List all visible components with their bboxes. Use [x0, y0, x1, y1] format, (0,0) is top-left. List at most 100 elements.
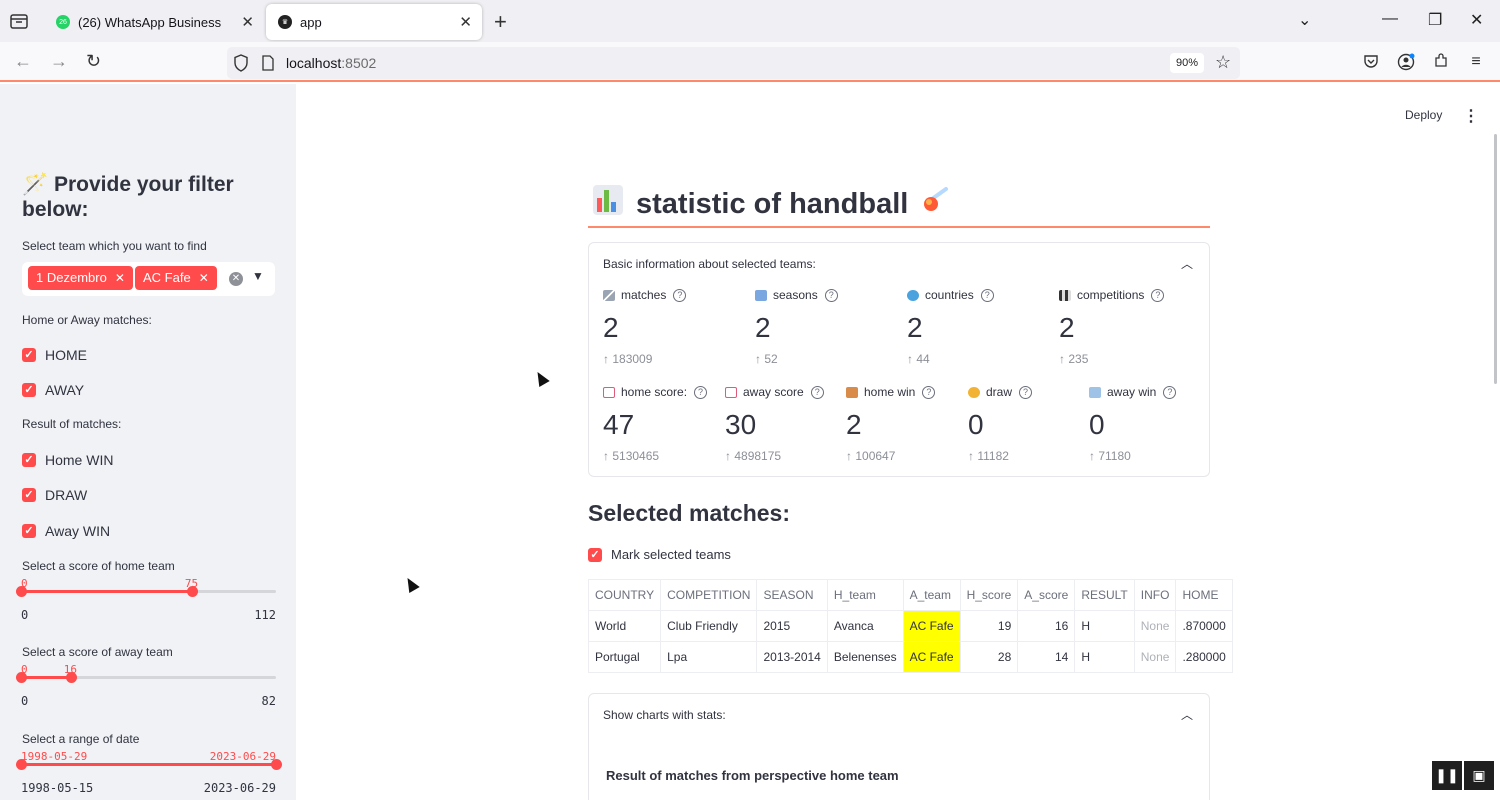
home-checkbox[interactable]: ✓ HOME — [22, 347, 87, 363]
pause-icon[interactable]: ❚❚ — [1432, 761, 1462, 790]
table-cell[interactable]: .280000 — [1175, 641, 1233, 673]
column-header[interactable]: H_team — [826, 579, 904, 611]
close-tab-icon[interactable]: ✕ — [241, 14, 254, 31]
home-score-slider[interactable]: 0 75 0 112 — [16, 577, 276, 622]
table-cell[interactable]: Club Friendly — [660, 610, 758, 642]
zoom-level[interactable]: 90% — [1170, 53, 1205, 73]
table-cell[interactable]: 16 — [1017, 610, 1076, 642]
away-checkbox[interactable]: ✓ AWAY — [22, 382, 84, 398]
page-scrollbar[interactable] — [1494, 134, 1497, 384]
table-cell[interactable]: H — [1074, 641, 1135, 673]
forward-icon[interactable]: → — [50, 51, 68, 71]
table-cell[interactable]: 28 — [959, 641, 1019, 673]
column-header[interactable]: COUNTRY — [587, 579, 662, 611]
table-cell[interactable]: Portugal — [587, 641, 662, 673]
table-cell[interactable]: 2013-2014 — [756, 641, 828, 673]
mark-selected-checkbox[interactable]: ✓ Mark selected teams — [588, 547, 731, 562]
slider-low-handle[interactable] — [16, 586, 27, 597]
back-icon[interactable]: ← — [14, 51, 32, 71]
away-win-checkbox[interactable]: ✓ Away WIN — [22, 523, 110, 539]
table-cell[interactable]: Avanca — [826, 610, 904, 642]
restore-icon[interactable]: ❐ — [1428, 12, 1443, 29]
remove-chip-icon[interactable]: ✕ — [198, 271, 209, 285]
help-icon[interactable]: ? — [694, 385, 708, 399]
shield-icon[interactable] — [233, 54, 249, 77]
checkbox-checked-icon[interactable]: ✓ — [588, 547, 602, 562]
table-row[interactable]: Portugal Lpa 2013-2014 Belenenses AC Fafe 28 1… — [587, 641, 1233, 673]
minimize-icon[interactable]: — — [1382, 10, 1398, 27]
main-menu-icon[interactable]: ⋮ — [1463, 108, 1479, 125]
help-icon[interactable]: ? — [1163, 385, 1177, 399]
slider-low-handle[interactable] — [16, 672, 27, 683]
checkbox-checked-icon[interactable]: ✓ — [22, 383, 36, 397]
table-cell[interactable]: 19 — [959, 610, 1019, 642]
url-text[interactable]: localhost:8502 — [286, 55, 377, 71]
table-row[interactable]: World Club Friendly 2015 Avanca AC Fafe 19 16 H… — [587, 610, 1233, 642]
page-icon[interactable] — [261, 55, 275, 76]
checkbox-checked-icon[interactable]: ✓ — [22, 488, 36, 502]
column-header[interactable]: INFO — [1133, 579, 1177, 611]
chevron-down-icon[interactable]: ▼ — [252, 269, 264, 283]
pocket-icon[interactable] — [1362, 53, 1380, 71]
help-icon[interactable]: ? — [810, 385, 824, 399]
slider-high-handle[interactable] — [186, 586, 198, 597]
table-cell[interactable]: AC Fafe — [902, 641, 961, 673]
tab-whatsapp[interactable]: 26 (26) WhatsApp Business ✕ — [44, 4, 264, 40]
help-icon[interactable]: ? — [673, 288, 687, 302]
column-header[interactable]: H_score — [959, 579, 1019, 611]
checkbox-checked-icon[interactable]: ✓ — [22, 453, 36, 467]
team-chip[interactable]: 1 Dezembro ✕ — [28, 266, 133, 290]
table-cell[interactable]: Lpa — [660, 641, 758, 673]
tab-overflow-chevron-icon[interactable]: ⌄ — [1298, 12, 1312, 29]
help-icon[interactable]: ? — [1019, 385, 1033, 399]
picture-in-picture-icon[interactable]: ▣ — [1464, 761, 1494, 790]
extensions-icon[interactable] — [1432, 53, 1450, 71]
help-icon[interactable]: ? — [1151, 288, 1165, 302]
chevron-up-icon[interactable]: ︿ — [1180, 257, 1193, 271]
draw-checkbox[interactable]: ✓ DRAW — [22, 487, 87, 503]
chevron-up-icon[interactable]: ︿ — [1180, 708, 1193, 722]
tab-app[interactable]: ♛ app ✕ — [266, 4, 482, 40]
column-header[interactable]: COMPETITION — [660, 579, 758, 611]
table-cell[interactable]: 2015 — [756, 610, 828, 642]
remove-chip-icon[interactable]: ✕ — [114, 271, 125, 285]
help-icon[interactable]: ? — [980, 288, 994, 302]
table-cell[interactable]: .870000 — [1175, 610, 1233, 642]
slider-low-handle[interactable] — [16, 759, 27, 770]
reload-icon[interactable]: ↻ — [86, 51, 102, 71]
window-close-icon[interactable]: ✕ — [1470, 12, 1484, 29]
team-multiselect[interactable]: 1 Dezembro ✕ AC Fafe ✕ ✕ ▼ — [22, 262, 275, 296]
help-icon[interactable]: ? — [922, 385, 936, 399]
clear-all-icon[interactable]: ✕ — [229, 272, 243, 286]
table-cell[interactable]: AC Fafe — [902, 610, 961, 642]
account-icon[interactable] — [1397, 53, 1415, 71]
table-cell[interactable]: 14 — [1017, 641, 1076, 673]
table-cell[interactable]: Belenenses — [826, 641, 904, 673]
column-header[interactable]: A_score — [1017, 579, 1076, 611]
slider-track[interactable] — [21, 676, 276, 679]
table-cell[interactable]: World — [587, 610, 662, 642]
url-bar[interactable]: localhost:8502 90% ☆ — [227, 47, 1240, 79]
basic-info-header[interactable]: Basic information about selected teams: — [603, 257, 816, 271]
menu-icon[interactable]: ≡ — [1471, 53, 1481, 70]
away-score-slider[interactable]: 0 16 0 82 — [16, 663, 276, 708]
table-cell[interactable]: None — [1133, 641, 1177, 673]
home-win-checkbox[interactable]: ✓ Home WIN — [22, 452, 113, 468]
new-tab-icon[interactable]: + — [494, 9, 507, 34]
slider-high-handle[interactable] — [65, 672, 77, 683]
bookmark-star-icon[interactable]: ☆ — [1215, 52, 1232, 72]
date-range-slider[interactable]: 1998-05-29 2023-06-29 1998-05-15 2023-06-29 — [16, 750, 282, 795]
column-header[interactable]: HOME — [1175, 579, 1233, 611]
help-icon[interactable]: ? — [824, 288, 838, 302]
tab-list-icon[interactable] — [8, 10, 30, 32]
slider-high-handle[interactable] — [271, 759, 282, 770]
team-chip[interactable]: AC Fafe ✕ — [135, 266, 217, 290]
table-cell[interactable]: H — [1074, 610, 1135, 642]
matches-table[interactable]: COUNTRY COMPETITION SEASON H_team A_team H_sc… — [587, 579, 1233, 673]
checkbox-checked-icon[interactable]: ✓ — [22, 524, 36, 538]
charts-header[interactable]: Show charts with stats: — [603, 708, 726, 722]
deploy-button[interactable]: Deploy — [1405, 108, 1443, 122]
column-header[interactable]: A_team — [902, 579, 961, 611]
checkbox-checked-icon[interactable]: ✓ — [22, 348, 36, 362]
close-tab-icon[interactable]: ✕ — [459, 14, 472, 31]
